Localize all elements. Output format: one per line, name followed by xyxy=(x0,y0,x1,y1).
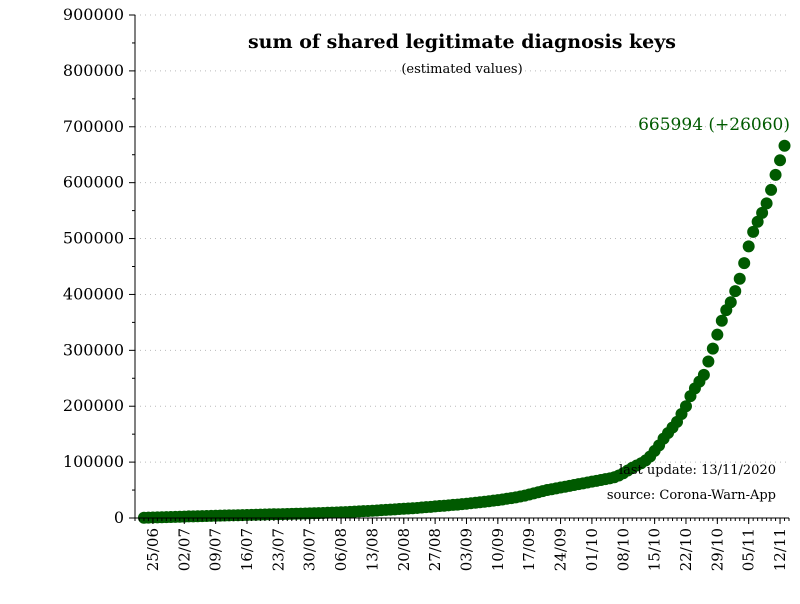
last-update-label: last update: 13/11/2020 xyxy=(619,463,776,478)
x-tick-label: 25/06 xyxy=(144,528,162,571)
y-tick-label: 600000 xyxy=(63,173,124,192)
data-point xyxy=(738,257,751,270)
data-point xyxy=(702,355,715,368)
data-point xyxy=(697,368,710,381)
data-point xyxy=(774,154,787,167)
last-value-label: 665994 (+26060) xyxy=(638,115,790,135)
x-tick-label: 12/11 xyxy=(771,528,789,571)
data-point xyxy=(769,168,782,181)
data-point xyxy=(756,206,769,219)
data-point xyxy=(706,342,719,355)
data-point xyxy=(747,225,760,238)
y-tick-label: 800000 xyxy=(63,61,124,80)
y-tick-label: 0 xyxy=(114,508,124,527)
x-tick-label: 09/07 xyxy=(207,528,225,571)
chart-subtitle: (estimated values) xyxy=(401,62,522,77)
x-tick-label: 16/07 xyxy=(238,528,256,571)
data-point xyxy=(760,197,773,210)
x-tick-label: 17/09 xyxy=(520,528,538,571)
y-axis-ticks: 0 100000 200000 300000 400000 500000 600000 700… xyxy=(63,5,135,527)
x-axis-ticks: 25/06 02/07 09/07 16/07 23/07 30/07 06/08 13/08… xyxy=(134,518,790,571)
x-tick-label: 20/08 xyxy=(395,528,413,571)
y-tick-label: 700000 xyxy=(63,117,124,136)
data-point xyxy=(724,296,737,309)
data-points xyxy=(137,139,791,524)
chart-title: sum of shared legitimate diagnosis keys xyxy=(248,31,676,53)
x-tick-label: 29/10 xyxy=(708,528,726,571)
x-tick-label: 22/10 xyxy=(677,528,695,571)
data-point xyxy=(742,240,755,253)
x-tick-label: 05/11 xyxy=(740,528,758,571)
source-label: source: Corona-Warn-App xyxy=(607,488,776,503)
data-point xyxy=(679,400,692,413)
data-point xyxy=(729,285,742,298)
data-point xyxy=(765,183,778,196)
x-tick-label: 02/07 xyxy=(175,528,193,571)
data-point xyxy=(715,314,728,327)
x-tick-label: 27/08 xyxy=(426,528,444,571)
y-tick-label: 200000 xyxy=(63,396,124,415)
x-tick-label: 24/09 xyxy=(552,528,570,571)
data-point xyxy=(778,139,791,152)
y-tick-label: 400000 xyxy=(63,284,124,303)
y-tick-label: 900000 xyxy=(63,5,124,24)
data-point xyxy=(733,272,746,285)
data-point xyxy=(751,215,764,228)
x-tick-label: 08/10 xyxy=(614,528,632,571)
x-tick-label: 10/09 xyxy=(489,528,507,571)
x-tick-label: 03/09 xyxy=(457,528,475,571)
x-tick-label: 23/07 xyxy=(269,528,287,571)
y-tick-label: 100000 xyxy=(63,452,124,471)
x-tick-label: 01/10 xyxy=(583,528,601,571)
x-tick-label: 15/10 xyxy=(646,528,664,571)
x-tick-label: 30/07 xyxy=(301,528,319,571)
data-point xyxy=(711,328,724,341)
x-tick-label: 13/08 xyxy=(363,528,381,571)
x-tick-label: 06/08 xyxy=(332,528,350,571)
y-tick-label: 300000 xyxy=(63,340,124,359)
y-tick-label: 500000 xyxy=(63,229,124,248)
